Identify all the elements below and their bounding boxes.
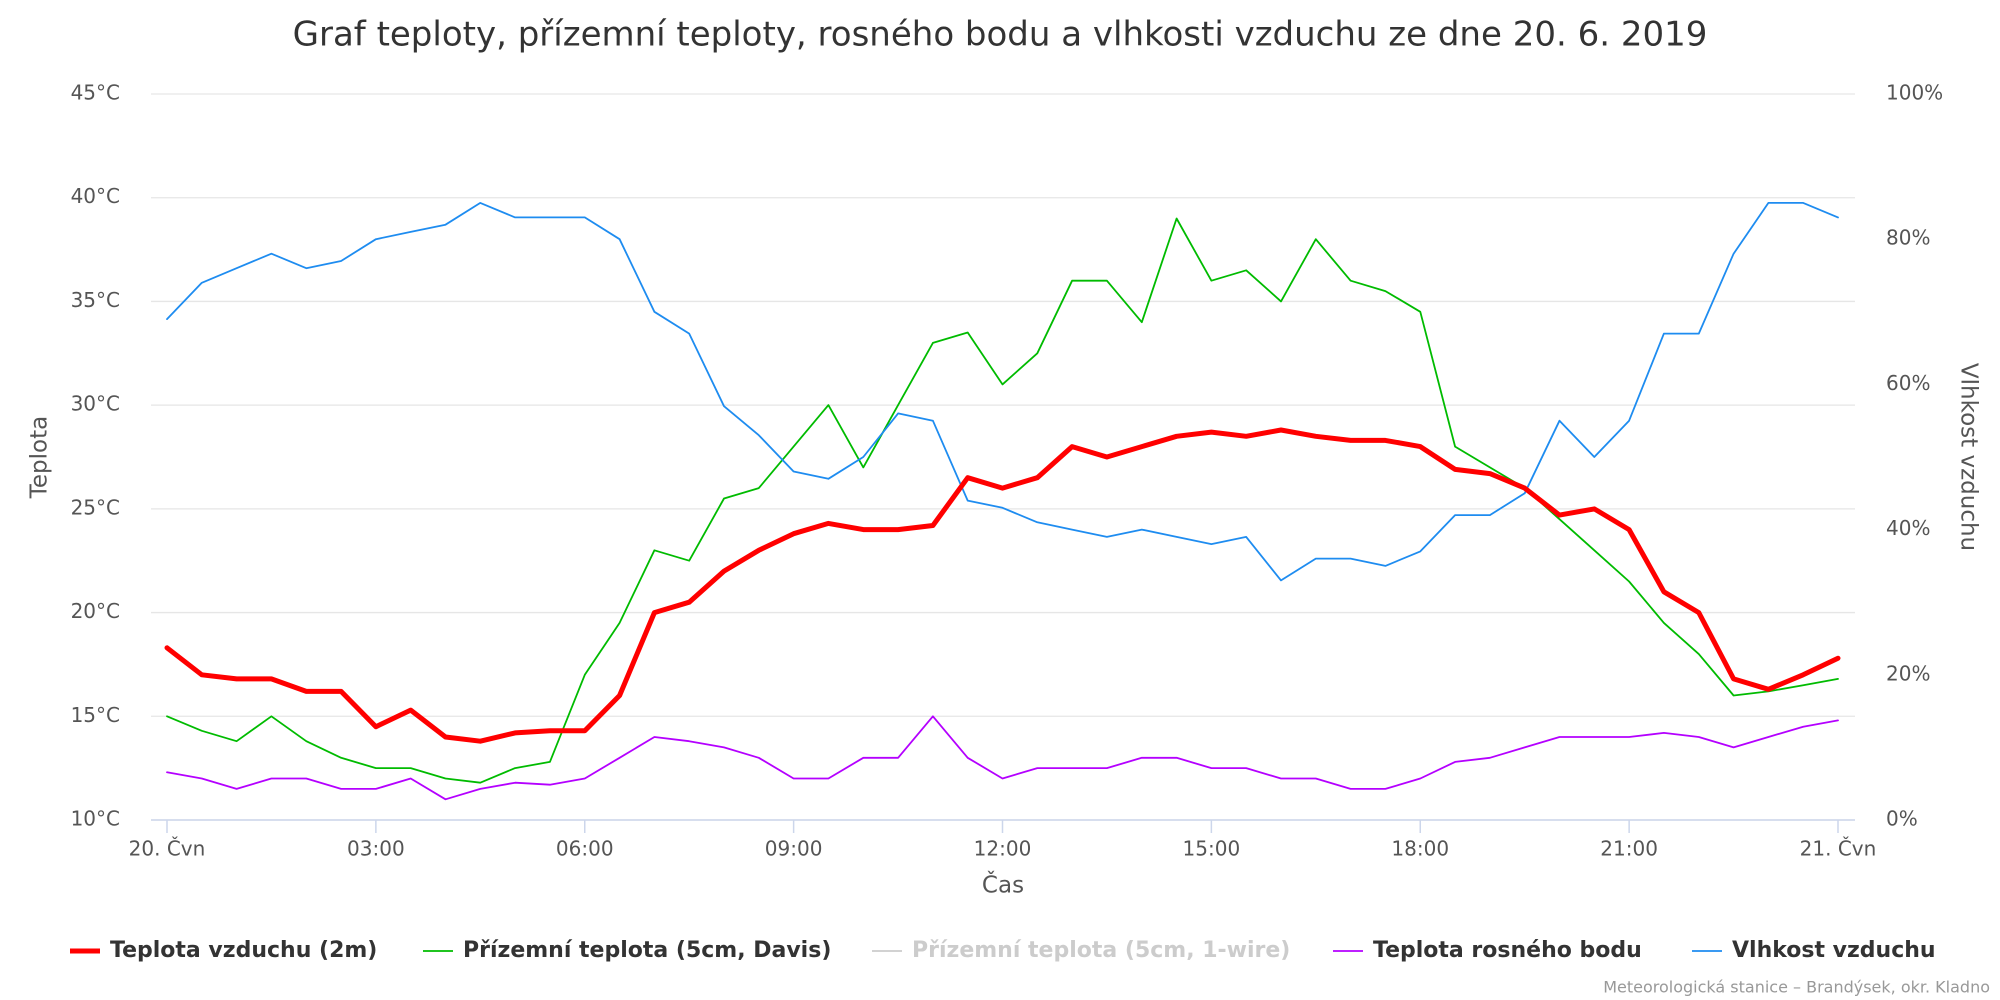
legend-item: Přízemní teplota (5cm, Davis) <box>423 938 831 963</box>
x-tick-label: 21:00 <box>1600 837 1658 861</box>
legend-item: Vlhkost vzduchu <box>1692 938 1936 963</box>
x-tick-label: 18:00 <box>1391 837 1449 861</box>
series-line <box>164 427 1841 744</box>
series-line <box>166 715 1839 801</box>
y2-axis-title: Vlhkost vzduchu <box>1956 363 1982 551</box>
y2-tick-label: 0% <box>1886 807 1918 831</box>
y-tick-label: 35°C <box>71 288 120 312</box>
y2-tick-label: 100% <box>1886 81 1943 105</box>
y-tick-label: 10°C <box>71 807 120 831</box>
y-tick-label: 15°C <box>71 703 120 727</box>
series-line <box>166 217 1839 784</box>
y-tick-label: 30°C <box>71 392 120 416</box>
legend-item: Teplota rosného bodu <box>1333 938 1642 963</box>
y2-tick-label: 20% <box>1886 661 1930 685</box>
x-tick-label: 06:00 <box>556 837 614 861</box>
legend-item: Přízemní teplota (5cm, 1-wire) <box>872 938 1290 963</box>
y2-tick-label: 80% <box>1886 226 1930 250</box>
legend-label: Přízemní teplota (5cm, 1-wire) <box>912 938 1290 963</box>
credit: Meteorologická stanice – Brandýsek, okr.… <box>1603 978 1990 997</box>
x-tick-label: 09:00 <box>765 837 823 861</box>
y2-tick-label: 40% <box>1886 516 1930 540</box>
x-tick-label: 21. Čvn <box>1800 837 1877 861</box>
legend-label: Teplota rosného bodu <box>1373 938 1642 963</box>
series-line <box>166 202 1839 582</box>
x-tick-label: 12:00 <box>974 837 1032 861</box>
legend-item: Teplota vzduchu (2m) <box>70 938 377 963</box>
y-tick-label: 20°C <box>71 599 120 623</box>
y-tick-label: 45°C <box>71 81 120 105</box>
x-tick-label: 03:00 <box>347 837 405 861</box>
y2-tick-label: 60% <box>1886 371 1930 395</box>
y-tick-label: 40°C <box>71 184 120 208</box>
y-axis-title: Teplota <box>27 416 53 499</box>
x-tick-label: 15:00 <box>1183 837 1241 861</box>
chart-title: Graf teploty, přízemní teploty, rosného … <box>293 15 1708 55</box>
legend-label: Teplota vzduchu (2m) <box>110 938 377 963</box>
x-axis-title: Čas <box>982 871 1024 899</box>
y-tick-label: 25°C <box>71 495 120 519</box>
x-tick-label: 20. Čvn <box>129 837 206 861</box>
legend-label: Vlhkost vzduchu <box>1732 938 1936 963</box>
legend-label: Přízemní teplota (5cm, Davis) <box>463 938 831 963</box>
